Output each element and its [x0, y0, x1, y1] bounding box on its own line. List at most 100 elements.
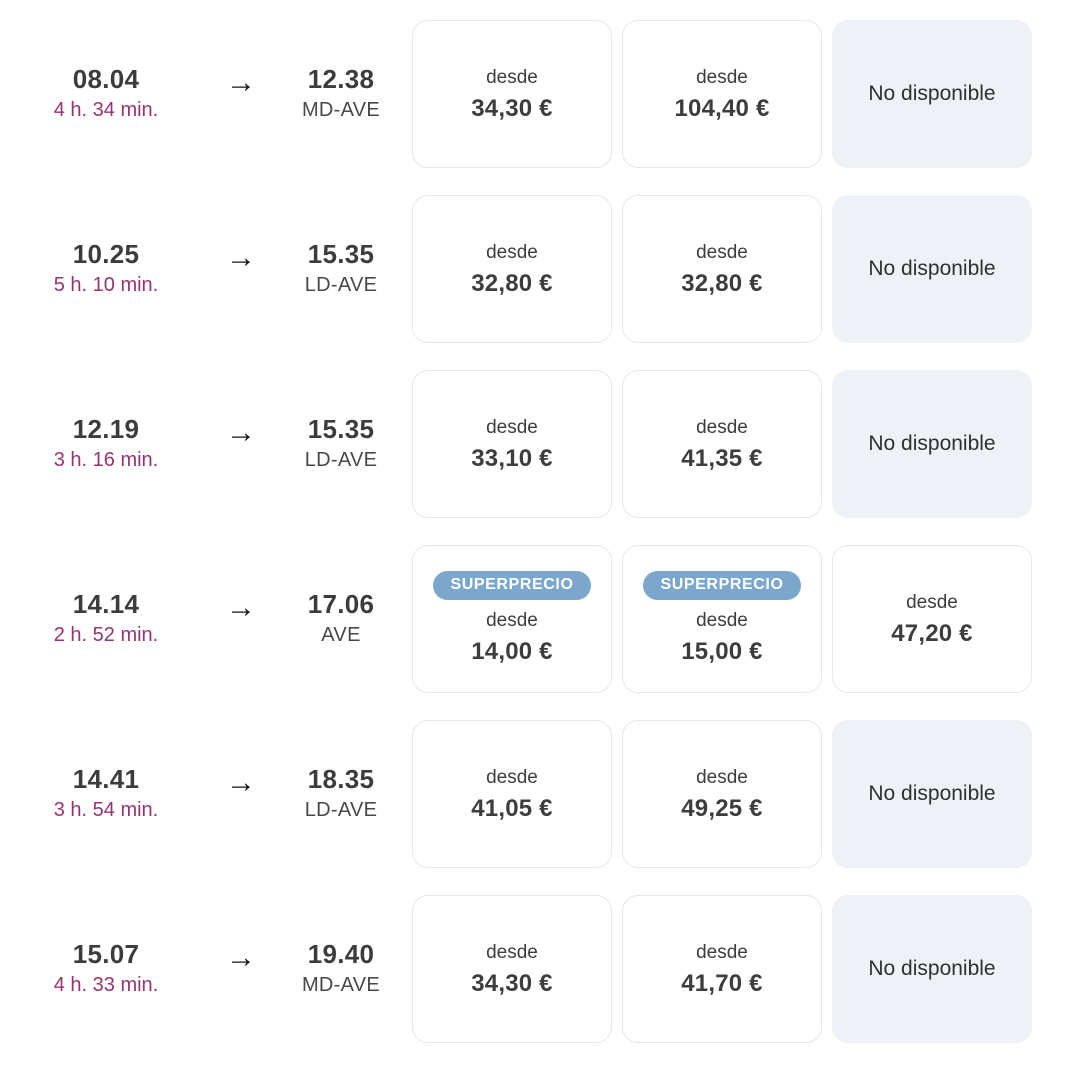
- trip-duration: 5 h. 10 min.: [53, 274, 159, 296]
- train-row: 10.25 5 h. 10 min. → 15.35 LD-AVE desde 32,80 …: [0, 195, 1068, 343]
- fare-from-label: desde: [696, 241, 748, 263]
- fare-from-label: desde: [486, 241, 538, 263]
- fare-cards: desde 41,05 € desde 49,25 € No disponible: [412, 720, 1032, 868]
- train-type: LD-AVE: [304, 449, 378, 471]
- arrival-time: 15.35: [307, 239, 375, 269]
- fare-cards: desde 34,30 € desde 41,70 € No disponible: [412, 895, 1032, 1043]
- departure-block: 10.25 5 h. 10 min.: [0, 238, 212, 300]
- train-row: 14.14 2 h. 52 min. → 17.06 AVE SUPERPRECIO des…: [0, 545, 1068, 693]
- fare-price: 49,25 €: [681, 794, 763, 822]
- fare-button[interactable]: SUPERPRECIO desde 14,00 €: [412, 545, 612, 693]
- fare-button[interactable]: SUPERPRECIO desde 15,00 €: [622, 545, 822, 693]
- fare-from-label: desde: [696, 416, 748, 438]
- arrival-time: 15.35: [307, 414, 375, 444]
- fare-price: 41,05 €: [471, 794, 553, 822]
- departure-time: 14.41: [72, 764, 140, 794]
- fare-cards: desde 32,80 € desde 32,80 € No disponible: [412, 195, 1032, 343]
- fare-button[interactable]: desde 41,05 €: [412, 720, 612, 868]
- fare-button[interactable]: desde 104,40 €: [622, 20, 822, 168]
- fare-from-label: desde: [486, 766, 538, 788]
- train-row-summary: 14.41 3 h. 54 min. → 18.35 LD-AVE: [0, 720, 412, 868]
- departure-time: 15.07: [72, 939, 140, 969]
- fare-cards: desde 34,30 € desde 104,40 € No disponible: [412, 20, 1032, 168]
- departure-block: 08.04 4 h. 34 min.: [0, 63, 212, 125]
- train-results-list: 08.04 4 h. 34 min. → 12.38 MD-AVE desde 34,30 …: [0, 20, 1068, 1043]
- fare-price: 32,80 €: [681, 269, 763, 297]
- departure-block: 14.41 3 h. 54 min.: [0, 763, 212, 825]
- departure-block: 12.19 3 h. 16 min.: [0, 413, 212, 475]
- fare-price: 41,35 €: [681, 444, 763, 472]
- train-row-summary: 08.04 4 h. 34 min. → 12.38 MD-AVE: [0, 20, 412, 168]
- fare-unavailable-label: No disponible: [868, 782, 996, 805]
- fare-price: 104,40 €: [674, 94, 770, 122]
- train-row-summary: 12.19 3 h. 16 min. → 15.35 LD-AVE: [0, 370, 412, 518]
- train-type: LD-AVE: [304, 799, 378, 821]
- fare-unavailable-label: No disponible: [868, 432, 996, 455]
- arrival-block: 19.40 MD-AVE: [270, 938, 412, 1000]
- arrival-time: 18.35: [307, 764, 375, 794]
- fare-button[interactable]: desde 47,20 €: [832, 545, 1032, 693]
- departure-time: 14.14: [72, 589, 140, 619]
- fare-from-label: desde: [486, 941, 538, 963]
- fare-price: 14,00 €: [471, 638, 553, 665]
- fare-button[interactable]: desde 32,80 €: [622, 195, 822, 343]
- superprecio-badge: SUPERPRECIO: [433, 571, 591, 600]
- fare-button[interactable]: desde 34,30 €: [412, 895, 612, 1043]
- fare-button[interactable]: desde 41,70 €: [622, 895, 822, 1043]
- fare-price: 34,30 €: [471, 969, 553, 997]
- arrival-block: 17.06 AVE: [270, 588, 412, 650]
- train-type: LD-AVE: [304, 274, 378, 296]
- fare-from-label: desde: [486, 416, 538, 438]
- fare-button[interactable]: desde 33,10 €: [412, 370, 612, 518]
- fare-from-label: desde: [906, 591, 958, 613]
- train-row-summary: 14.14 2 h. 52 min. → 17.06 AVE: [0, 545, 412, 693]
- fare-price: 15,00 €: [681, 638, 763, 665]
- fare-unavailable: No disponible: [832, 370, 1032, 518]
- arrow-right-icon: →: [226, 241, 256, 274]
- fare-cards: SUPERPRECIO desde 14,00 € SUPERPRECIO desde 1…: [412, 545, 1032, 693]
- departure-block: 15.07 4 h. 33 min.: [0, 938, 212, 1000]
- train-type: AVE: [321, 624, 361, 646]
- fare-button[interactable]: desde 49,25 €: [622, 720, 822, 868]
- fare-unavailable: No disponible: [832, 720, 1032, 868]
- fare-unavailable: No disponible: [832, 895, 1032, 1043]
- arrow-right-icon: →: [226, 591, 256, 624]
- fare-from-label: desde: [696, 941, 748, 963]
- train-row: 08.04 4 h. 34 min. → 12.38 MD-AVE desde 34,30 …: [0, 20, 1068, 168]
- superprecio-badge: SUPERPRECIO: [643, 571, 801, 600]
- fare-price: 32,80 €: [471, 269, 553, 297]
- train-type: MD-AVE: [301, 974, 381, 996]
- fare-price: 41,70 €: [681, 969, 763, 997]
- fare-price: 33,10 €: [471, 444, 553, 472]
- fare-unavailable-label: No disponible: [868, 957, 996, 980]
- fare-from-label: desde: [696, 66, 748, 88]
- fare-button[interactable]: desde 41,35 €: [622, 370, 822, 518]
- train-row: 14.41 3 h. 54 min. → 18.35 LD-AVE desde 41,05 …: [0, 720, 1068, 868]
- fare-unavailable: No disponible: [832, 195, 1032, 343]
- arrow-right-icon: →: [226, 941, 256, 974]
- fare-button[interactable]: desde 32,80 €: [412, 195, 612, 343]
- fare-unavailable: No disponible: [832, 20, 1032, 168]
- arrow-right-icon: →: [226, 66, 256, 99]
- trip-duration: 4 h. 33 min.: [53, 974, 159, 996]
- fare-from-label: desde: [696, 610, 748, 631]
- arrival-time: 17.06: [307, 589, 375, 619]
- trip-duration: 2 h. 52 min.: [53, 624, 159, 646]
- train-type: MD-AVE: [301, 99, 381, 121]
- departure-time: 12.19: [72, 414, 140, 444]
- arrival-block: 18.35 LD-AVE: [270, 763, 412, 825]
- departure-block: 14.14 2 h. 52 min.: [0, 588, 212, 650]
- arrow-right-icon: →: [226, 416, 256, 449]
- arrival-block: 12.38 MD-AVE: [270, 63, 412, 125]
- trip-duration: 3 h. 16 min.: [53, 449, 159, 471]
- fare-price: 34,30 €: [471, 94, 553, 122]
- fare-unavailable-label: No disponible: [868, 82, 996, 105]
- fare-cards: desde 33,10 € desde 41,35 € No disponible: [412, 370, 1032, 518]
- fare-button[interactable]: desde 34,30 €: [412, 20, 612, 168]
- arrival-time: 12.38: [307, 64, 375, 94]
- departure-time: 08.04: [72, 64, 140, 94]
- fare-from-label: desde: [486, 66, 538, 88]
- fare-from-label: desde: [696, 766, 748, 788]
- arrival-time: 19.40: [307, 939, 375, 969]
- fare-unavailable-label: No disponible: [868, 257, 996, 280]
